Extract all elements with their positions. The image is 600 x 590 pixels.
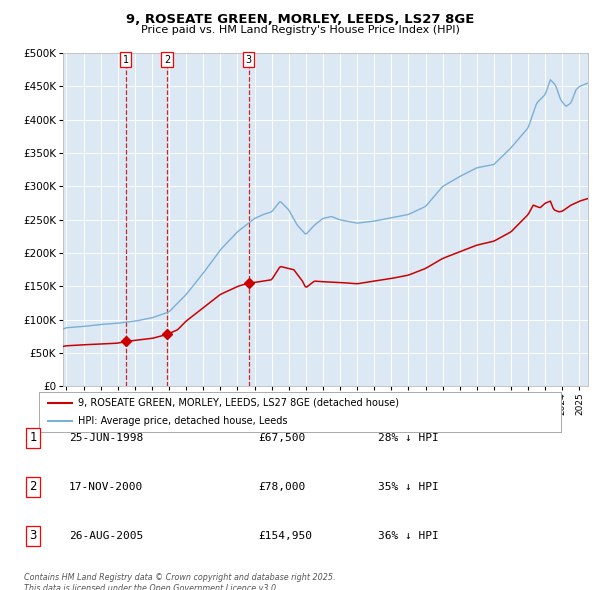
Text: 17-NOV-2000: 17-NOV-2000 — [69, 482, 143, 491]
Text: £67,500: £67,500 — [258, 433, 305, 442]
Text: £78,000: £78,000 — [258, 482, 305, 491]
Text: 1: 1 — [123, 55, 129, 65]
Text: 9, ROSEATE GREEN, MORLEY, LEEDS, LS27 8GE: 9, ROSEATE GREEN, MORLEY, LEEDS, LS27 8G… — [126, 13, 474, 26]
Text: 1: 1 — [29, 431, 37, 444]
Text: Contains HM Land Registry data © Crown copyright and database right 2025.
This d: Contains HM Land Registry data © Crown c… — [24, 573, 335, 590]
Text: 26-AUG-2005: 26-AUG-2005 — [69, 531, 143, 540]
Text: 35% ↓ HPI: 35% ↓ HPI — [378, 482, 439, 491]
Text: 36% ↓ HPI: 36% ↓ HPI — [378, 531, 439, 540]
Text: 2: 2 — [164, 55, 170, 65]
Text: Price paid vs. HM Land Registry's House Price Index (HPI): Price paid vs. HM Land Registry's House … — [140, 25, 460, 35]
Text: 3: 3 — [245, 55, 251, 65]
Text: 9, ROSEATE GREEN, MORLEY, LEEDS, LS27 8GE (detached house): 9, ROSEATE GREEN, MORLEY, LEEDS, LS27 8G… — [78, 398, 399, 408]
Text: 2: 2 — [29, 480, 37, 493]
Text: 25-JUN-1998: 25-JUN-1998 — [69, 433, 143, 442]
Text: HPI: Average price, detached house, Leeds: HPI: Average price, detached house, Leed… — [78, 415, 287, 425]
Text: 3: 3 — [29, 529, 37, 542]
Text: £154,950: £154,950 — [258, 531, 312, 540]
Text: 28% ↓ HPI: 28% ↓ HPI — [378, 433, 439, 442]
